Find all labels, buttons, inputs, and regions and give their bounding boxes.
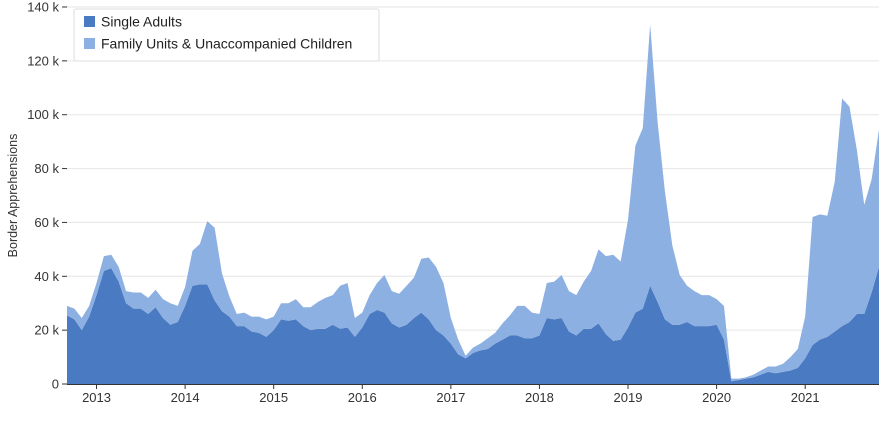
x-tick-label: 2017 <box>436 390 465 405</box>
y-tick-label: 40 k <box>34 269 59 284</box>
y-tick-label: 120 k <box>27 53 59 68</box>
legend-swatch-1 <box>84 16 95 27</box>
legend-label-2: Family Units & Unaccompanied Children <box>101 36 352 52</box>
y-tick-label: 0 <box>52 377 59 392</box>
x-tick-label: 2014 <box>171 390 200 405</box>
y-tick-label: 20 k <box>34 323 59 338</box>
legend-box <box>73 8 380 62</box>
y-tick-label: 140 k <box>27 0 59 15</box>
y-tick-label: 60 k <box>34 215 59 230</box>
y-tick-label: 80 k <box>34 161 59 176</box>
legend: Single Adults Family Units & Unaccompanie… <box>73 8 380 62</box>
area-series-2 <box>67 24 879 382</box>
axes: 0 20 k 40 k 60 k 80 k 100 k 120 k 140 k 2013 2014… <box>6 0 879 405</box>
x-tick-label: 2016 <box>348 390 377 405</box>
area-series <box>67 24 879 384</box>
legend-label-1: Single Adults <box>101 14 182 30</box>
x-tick-label: 2021 <box>791 390 820 405</box>
x-tick-label: 2018 <box>525 390 554 405</box>
x-tick-label: 2019 <box>614 390 643 405</box>
y-tick-label: 100 k <box>27 107 59 122</box>
x-tick-label: 2020 <box>702 390 731 405</box>
legend-swatch-2 <box>84 38 95 49</box>
x-tick-label: 2013 <box>82 390 111 405</box>
x-tick-label: 2015 <box>259 390 288 405</box>
area-series-1 <box>67 266 879 384</box>
y-axis-title: Border Apprehensions <box>6 134 20 258</box>
